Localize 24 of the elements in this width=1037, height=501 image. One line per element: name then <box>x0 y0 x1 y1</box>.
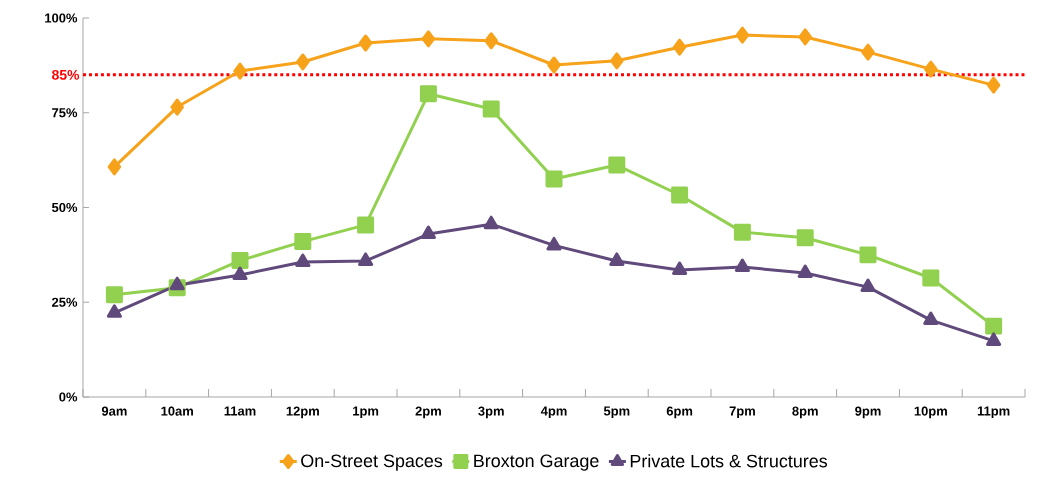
x-tick-label: 1pm <box>353 406 379 419</box>
y-tick-label: 50% <box>51 202 78 213</box>
legend-label: Private Lots & Structures <box>630 454 828 468</box>
legend-label: On-Street Spaces <box>301 454 443 471</box>
x-tick-label: 4pm <box>540 406 567 419</box>
x-tick-label: 10am <box>161 406 193 416</box>
y-tick-label: 25% <box>52 297 78 307</box>
x-tick-label: 2pm <box>415 406 441 419</box>
x-tick-label: 7pm <box>729 406 755 419</box>
x-tick-label: 10pm <box>914 406 947 419</box>
y-tick-label: 100% <box>45 13 78 23</box>
x-tick-label: 9pm <box>855 406 881 419</box>
x-tick-label: 6pm <box>666 406 693 419</box>
x-tick-label: 8pm <box>792 406 818 419</box>
x-tick-label: 3pm <box>478 406 504 419</box>
x-tick-label: 12pm <box>286 406 319 419</box>
x-tick-label: 5pm <box>603 406 630 419</box>
ref-line-label: 85% <box>52 69 80 80</box>
legend-label: Broxton Garage <box>474 454 599 471</box>
x-tick-label: 11am <box>224 406 256 416</box>
x-tick-label: 11pm <box>977 406 1010 419</box>
y-tick-label: 0% <box>59 392 78 402</box>
y-tick-label: 75% <box>52 108 78 118</box>
x-tick-label: 9am <box>101 406 127 416</box>
